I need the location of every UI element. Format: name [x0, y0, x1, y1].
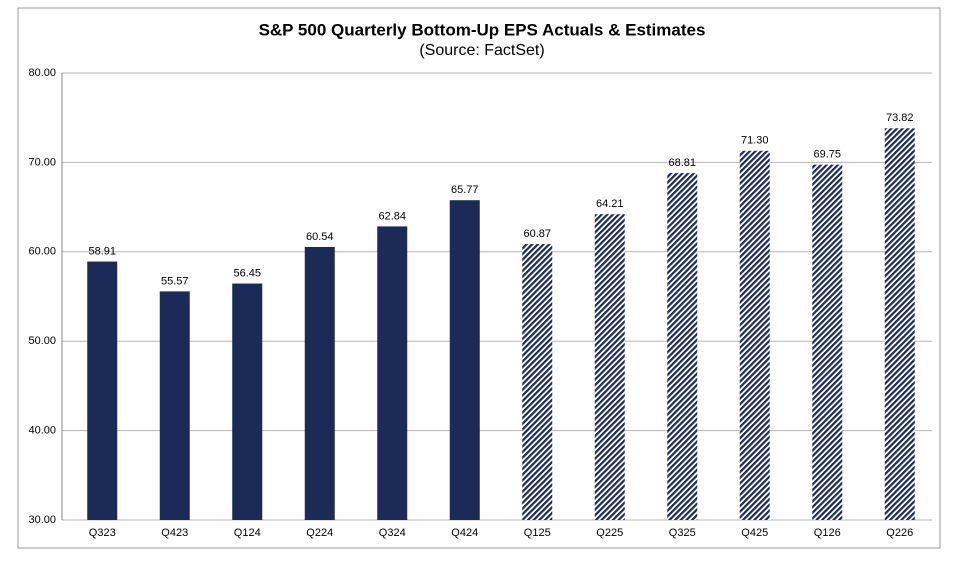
value-label: 71.30 [741, 135, 769, 147]
x-tick-label: Q423 [161, 527, 188, 539]
bar [594, 214, 625, 520]
y-tick-label: 80.00 [28, 67, 56, 79]
value-label: 69.75 [813, 149, 841, 161]
bar [87, 261, 118, 520]
value-label: 65.77 [451, 184, 479, 196]
y-tick-label: 60.00 [28, 246, 56, 258]
bar [304, 246, 335, 520]
x-tick-label: Q425 [741, 527, 768, 539]
value-label: 56.45 [233, 267, 261, 279]
y-tick-label: 50.00 [28, 335, 56, 347]
x-tick-label: Q424 [451, 527, 478, 539]
y-tick-label: 70.00 [28, 156, 56, 168]
bar [522, 244, 553, 520]
x-tick-label: Q124 [234, 527, 261, 539]
value-label: 58.91 [88, 245, 116, 257]
value-label: 62.84 [378, 210, 406, 222]
bar [449, 200, 480, 521]
x-tick-label: Q126 [814, 527, 841, 539]
value-label: 73.82 [886, 112, 914, 124]
value-label: 64.21 [596, 198, 624, 210]
value-label: 68.81 [668, 157, 696, 169]
bar [884, 128, 915, 520]
x-tick-label: Q324 [379, 527, 406, 539]
value-label: 60.54 [306, 231, 334, 243]
chart-title: S&P 500 Quarterly Bottom-Up EPS Actuals … [259, 20, 706, 39]
chart-subtitle: (Source: FactSet) [419, 42, 544, 59]
x-tick-label: Q125 [524, 527, 551, 539]
y-tick-label: 30.00 [28, 514, 56, 526]
bar [739, 150, 770, 520]
y-tick-label: 40.00 [28, 425, 56, 437]
bar [232, 283, 263, 520]
x-tick-label: Q226 [886, 527, 913, 539]
bar [812, 164, 843, 520]
x-tick-label: Q225 [596, 527, 623, 539]
bar [159, 291, 190, 520]
bar [377, 226, 408, 520]
x-tick-label: Q325 [669, 527, 696, 539]
value-label: 55.57 [161, 275, 189, 287]
value-label: 60.87 [523, 228, 551, 240]
bar [667, 173, 698, 520]
x-tick-label: Q224 [306, 527, 333, 539]
x-tick-label: Q323 [89, 527, 116, 539]
